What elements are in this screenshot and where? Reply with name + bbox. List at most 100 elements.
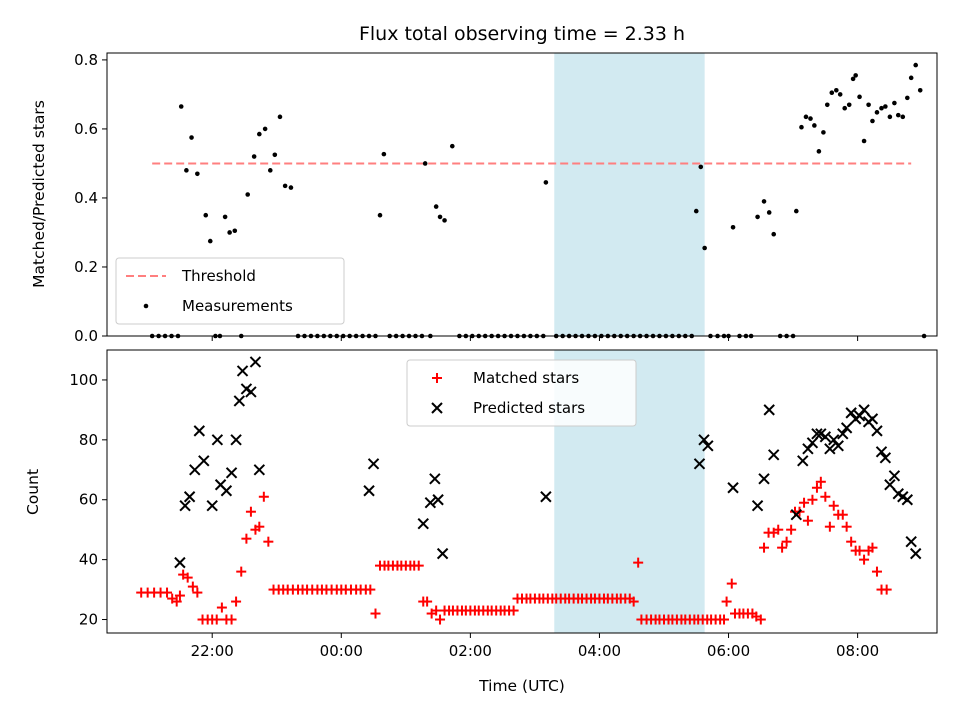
data-point [727,482,739,494]
bottom-axes-frame [106,349,938,634]
data-point [174,556,186,569]
data-point [887,114,893,120]
x-tick-label: 00:00 [320,642,363,660]
data-point [543,180,549,185]
top-panel: 0.0 0.2 0.4 0.6 0.8 Threshold Measurements [74,51,938,345]
data-point [424,497,437,509]
data-point [263,536,274,547]
x-tick-label: 02:00 [449,642,492,660]
top-axes-frame [106,52,938,337]
data-point [871,566,882,577]
data-point [888,470,901,482]
data-point [850,76,856,82]
data-point [892,100,897,106]
data-point [162,587,173,598]
data-point [854,545,865,556]
data-point [815,476,826,487]
data-point [866,413,879,425]
data-point [226,614,237,625]
data-point [913,62,919,68]
x-tick-label: 06:00 [707,642,750,660]
data-point [837,92,843,97]
data-point [824,521,835,532]
legend-swatch-dot [143,303,149,309]
legend-label: Predicted stars [473,399,585,417]
data-point [786,524,797,535]
data-point [365,584,376,595]
data-point [249,356,262,368]
data-point [870,118,875,124]
data-point [184,168,189,173]
bottom-series-x [174,356,922,569]
data-point [853,73,858,78]
data-point [363,485,375,497]
data-point [245,192,250,197]
data-point [821,130,826,135]
data-point [540,491,552,503]
data-point [799,124,804,130]
data-point [192,587,203,598]
legend-frame [115,257,345,325]
data-point [881,584,892,595]
data-point [726,578,737,589]
data-point [799,497,810,508]
data-point [253,464,266,476]
bottom-y-axis-label: Count [24,469,42,515]
data-point [702,245,707,251]
data-point [251,154,257,159]
data-point [803,114,809,120]
data-point [236,365,249,377]
data-point [277,114,283,120]
data-point [413,560,424,571]
data-point [207,238,213,244]
data-point [773,524,784,535]
data-point [417,517,429,530]
data-point [866,102,871,108]
data-point [794,208,799,214]
data-point [861,138,867,144]
data-point [908,75,914,81]
y-tick-label: 0.2 [74,258,98,276]
data-point [763,404,775,416]
top-shaded-span [554,53,705,336]
data-point [220,485,233,497]
data-point [189,464,201,476]
data-point [258,491,269,502]
y-tick-label: 100 [69,371,98,389]
data-point [802,443,814,455]
data-point [442,218,447,223]
data-point [230,434,242,446]
data-point [874,110,880,115]
data-point [895,112,901,118]
data-point [811,428,823,440]
data-point [693,208,699,214]
data-point [377,212,383,218]
data-point [211,434,224,446]
data-point [828,434,840,446]
data-point [436,547,449,560]
data-point [245,506,256,517]
data-point [806,437,819,449]
data-point [257,131,262,137]
x-tick-label: 04:00 [578,642,621,660]
x-tick-label: 08:00 [836,642,879,660]
data-point [758,473,770,485]
data-point [431,605,442,616]
data-point [272,152,278,158]
data-point [193,425,206,437]
data-point [422,596,433,607]
data-point [905,95,910,101]
data-point [871,425,883,437]
data-point [370,608,381,619]
data-point [178,104,184,109]
data-point [858,404,870,416]
data-point [216,602,227,613]
data-point [432,494,444,506]
legend-swatch-plus [432,373,442,383]
data-point [819,431,832,443]
data-point [802,515,813,526]
data-point [879,105,884,111]
data-point [232,228,238,234]
data-point [225,467,238,479]
